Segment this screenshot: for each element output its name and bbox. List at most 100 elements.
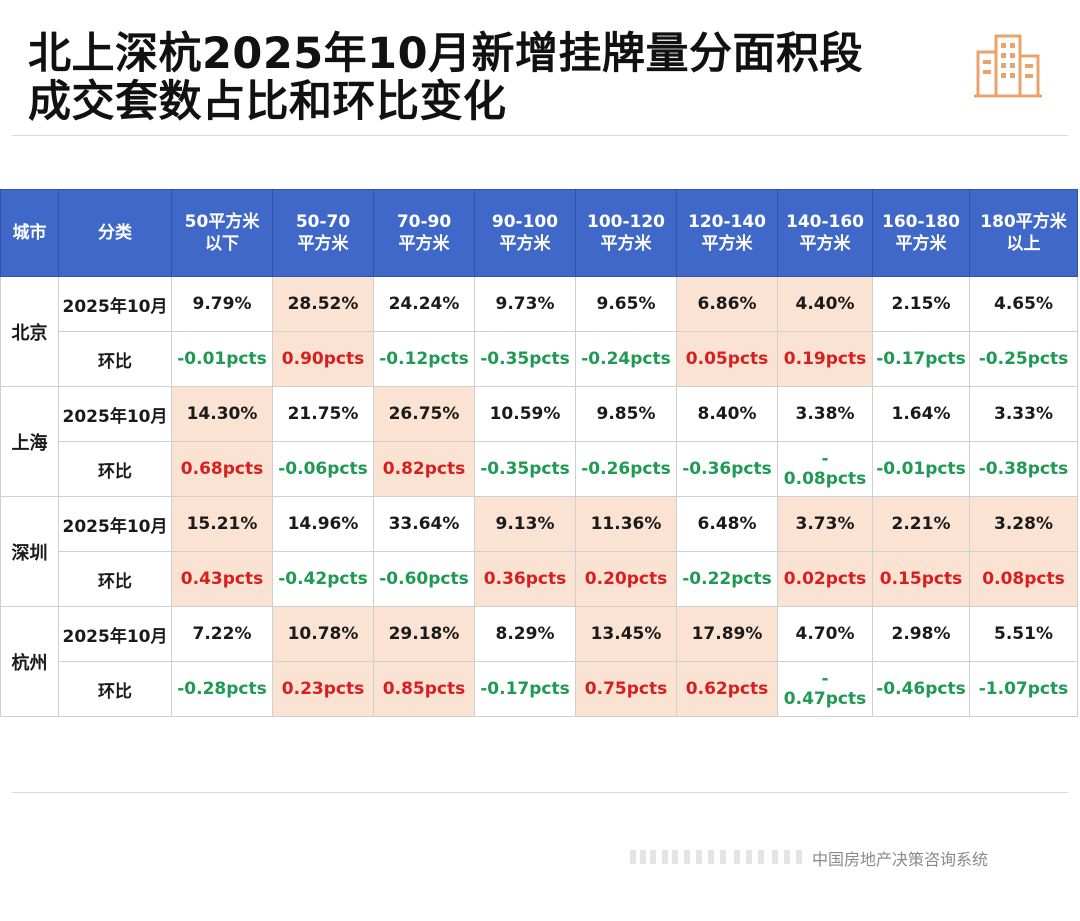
- mom-cell: -0.35pcts: [474, 441, 576, 497]
- mom-cell: -0.22pcts: [676, 551, 778, 607]
- share-cell: 9.13%: [474, 496, 576, 552]
- category-cell: 环比: [58, 661, 172, 717]
- mom-cell-sign: -: [821, 449, 829, 469]
- share-cell: 17.89%: [676, 606, 778, 662]
- mom-cell: 0.23pcts: [272, 661, 374, 717]
- share-cell: 3.73%: [777, 496, 873, 552]
- category-cell: 2025年10月: [58, 386, 172, 442]
- area-segment-table: 城市 分类 50平方米 以下 50-70 平方米 70-90 平方米 90-100 平方…: [0, 189, 1078, 717]
- mom-cell: -0.24pcts: [575, 331, 677, 387]
- mom-cell: 0.85pcts: [373, 661, 475, 717]
- city-cell: 上海: [0, 386, 59, 497]
- share-cell: 3.28%: [969, 496, 1078, 552]
- mom-cell: 0.08pcts: [969, 551, 1078, 607]
- footer-divider: [12, 792, 1068, 793]
- share-cell: 9.79%: [171, 276, 273, 332]
- share-cell: 21.75%: [272, 386, 374, 442]
- share-cell: 10.78%: [272, 606, 374, 662]
- mom-cell: 0.62pcts: [676, 661, 778, 717]
- share-cell: 14.30%: [171, 386, 273, 442]
- share-cell: 4.40%: [777, 276, 873, 332]
- mom-cell: -0.36pcts: [676, 441, 778, 497]
- mom-cell: -0.35pcts: [474, 331, 576, 387]
- table-row: 环比 0.43pcts -0.42pcts -0.60pcts 0.36pcts…: [1, 551, 1078, 607]
- share-cell: 15.21%: [171, 496, 273, 552]
- category-cell: 2025年10月: [58, 606, 172, 662]
- mom-cell: 0.20pcts: [575, 551, 677, 607]
- mom-cell-sign: -: [821, 669, 829, 689]
- mom-cell: 0.02pcts: [777, 551, 873, 607]
- mom-cell: -0.46pcts: [872, 661, 970, 717]
- share-cell: 9.65%: [575, 276, 677, 332]
- share-cell: 13.45%: [575, 606, 677, 662]
- category-cell: 环比: [58, 441, 172, 497]
- mom-cell: 0.15pcts: [872, 551, 970, 607]
- mom-cell: -1.07pcts: [969, 661, 1078, 717]
- share-cell: 8.40%: [676, 386, 778, 442]
- mom-cell: -0.60pcts: [373, 551, 475, 607]
- mom-cell: -0.17pcts: [872, 331, 970, 387]
- share-cell: 28.52%: [272, 276, 374, 332]
- mom-cell: 0.05pcts: [676, 331, 778, 387]
- share-cell: 2.21%: [872, 496, 970, 552]
- share-cell: 29.18%: [373, 606, 475, 662]
- watermark-strip: [630, 850, 802, 864]
- share-cell: 3.33%: [969, 386, 1078, 442]
- table-header-row: 城市 分类 50平方米 以下 50-70 平方米 70-90 平方米 90-100 平方…: [0, 189, 1078, 277]
- mom-cell: -0.42pcts: [272, 551, 374, 607]
- share-cell: 26.75%: [373, 386, 475, 442]
- table-row: 环比 -0.28pcts 0.23pcts 0.85pcts -0.17pcts…: [1, 661, 1078, 717]
- share-cell: 3.38%: [777, 386, 873, 442]
- header-range: 50平方米 以下: [171, 189, 273, 277]
- category-cell: 2025年10月: [58, 496, 172, 552]
- table-row: 北京 2025年10月 9.79% 28.52% 24.24% 9.73% 9.…: [0, 276, 1078, 387]
- mom-cell-value: 0.47pcts: [783, 689, 867, 709]
- share-cell: 7.22%: [171, 606, 273, 662]
- header-category: 分类: [58, 189, 172, 277]
- page-title: 北上深杭2025年10月新增挂牌量分面积段 成交套数占比和环比变化: [28, 30, 958, 126]
- share-cell: 10.59%: [474, 386, 576, 442]
- share-cell: 8.29%: [474, 606, 576, 662]
- share-cell: 33.64%: [373, 496, 475, 552]
- share-cell: 2.15%: [872, 276, 970, 332]
- mom-cell: 0.43pcts: [171, 551, 273, 607]
- title-line-2: 成交套数占比和环比变化: [28, 77, 507, 127]
- mom-cell: -0.06pcts: [272, 441, 374, 497]
- mom-cell: -0.17pcts: [474, 661, 576, 717]
- category-cell: 环比: [58, 331, 172, 387]
- header-range: 140-160 平方米: [777, 189, 873, 277]
- mom-cell: 0.75pcts: [575, 661, 677, 717]
- mom-cell: 0.90pcts: [272, 331, 374, 387]
- mom-cell: -0.47pcts: [777, 661, 873, 717]
- header-range: 50-70 平方米: [272, 189, 374, 277]
- mom-cell: 0.82pcts: [373, 441, 475, 497]
- source-credit: 中国房地产决策咨询系统: [812, 850, 989, 869]
- header-range: 160-180 平方米: [872, 189, 970, 277]
- share-cell: 11.36%: [575, 496, 677, 552]
- mom-cell: -0.28pcts: [171, 661, 273, 717]
- category-cell: 2025年10月: [58, 276, 172, 332]
- share-cell: 6.48%: [676, 496, 778, 552]
- mom-cell: -0.26pcts: [575, 441, 677, 497]
- share-cell: 9.73%: [474, 276, 576, 332]
- header-range: 120-140 平方米: [676, 189, 778, 277]
- share-cell: 1.64%: [872, 386, 970, 442]
- table-row: 上海 2025年10月 14.30% 21.75% 26.75% 10.59% …: [0, 386, 1078, 497]
- table-row: 环比 -0.01pcts 0.90pcts -0.12pcts -0.35pct…: [1, 331, 1078, 387]
- share-cell: 2.98%: [872, 606, 970, 662]
- table-row: 环比 0.68pcts -0.06pcts 0.82pcts -0.35pcts…: [1, 441, 1078, 497]
- mom-cell: -0.01pcts: [872, 441, 970, 497]
- title-line-1: 北上深杭2025年10月新增挂牌量分面积段: [28, 29, 864, 79]
- header-range: 100-120 平方米: [575, 189, 677, 277]
- mom-cell: -0.08pcts: [777, 441, 873, 497]
- header-range: 180平方米 以上: [969, 189, 1078, 277]
- mom-cell: 0.19pcts: [777, 331, 873, 387]
- share-cell: 24.24%: [373, 276, 475, 332]
- mom-cell: -0.25pcts: [969, 331, 1078, 387]
- header-range: 70-90 平方米: [373, 189, 475, 277]
- city-buildings-icon: [974, 34, 1042, 98]
- share-cell: 14.96%: [272, 496, 374, 552]
- share-cell: 5.51%: [969, 606, 1078, 662]
- header-city: 城市: [0, 189, 59, 277]
- mom-cell: -0.38pcts: [969, 441, 1078, 497]
